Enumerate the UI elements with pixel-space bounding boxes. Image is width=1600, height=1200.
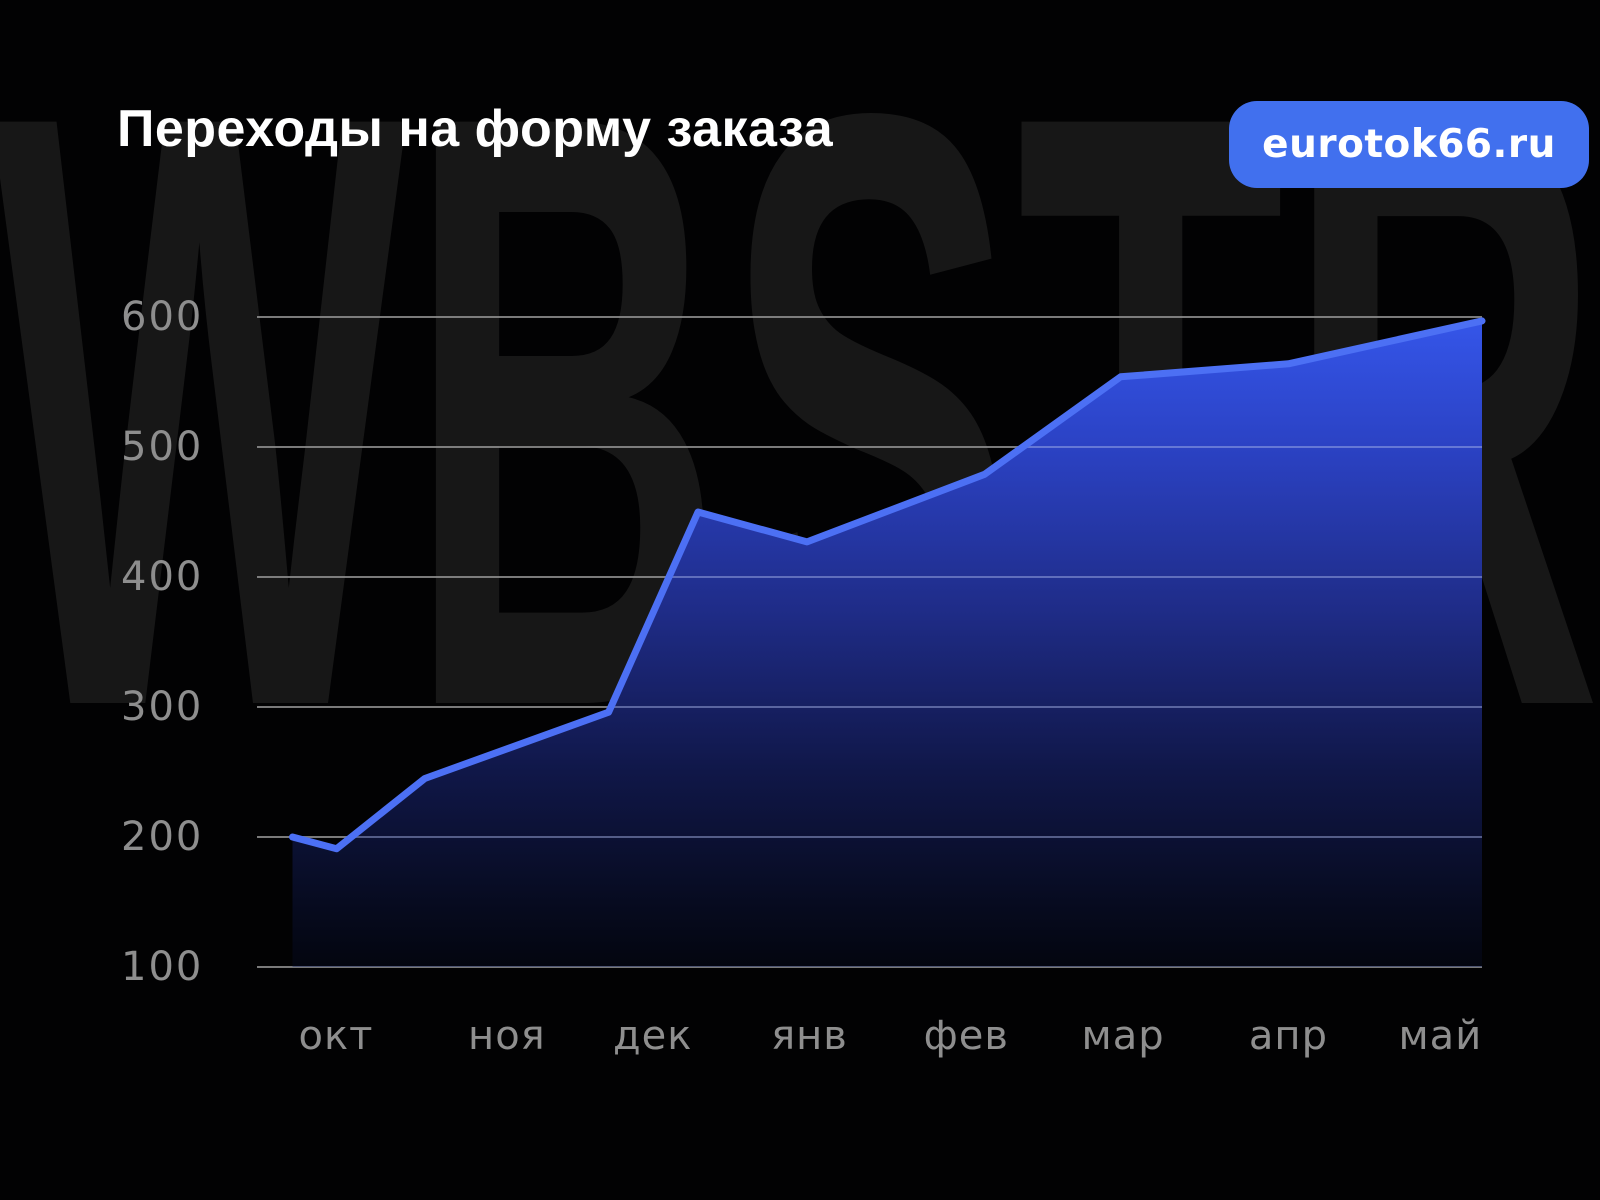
x-tick-label: фев (923, 1013, 1009, 1059)
y-tick-label: 500 (121, 424, 204, 470)
area-fill (292, 320, 1482, 967)
site-badge-label: eurotok66.ru (1262, 122, 1556, 167)
y-tick-label: 400 (121, 554, 204, 600)
y-tick-label: 600 (121, 294, 204, 340)
y-tick-label: 100 (121, 944, 204, 990)
x-tick-label: май (1398, 1013, 1483, 1059)
x-tick-label: дек (612, 1013, 693, 1059)
page-title: Переходы на форму заказа (117, 100, 834, 158)
x-tick-label: мар (1081, 1013, 1165, 1059)
site-badge[interactable]: eurotok66.ru (1229, 101, 1589, 188)
x-tick-label: ноя (468, 1013, 546, 1059)
y-tick-label: 200 (121, 814, 204, 860)
x-tick-label: апр (1248, 1013, 1328, 1059)
trend-line (289, 317, 1486, 853)
y-tick-label: 300 (121, 684, 204, 730)
x-tick-label: янв (771, 1013, 848, 1059)
x-tick-label: окт (298, 1013, 374, 1059)
gridline (257, 316, 1482, 318)
gridline (257, 446, 1482, 448)
